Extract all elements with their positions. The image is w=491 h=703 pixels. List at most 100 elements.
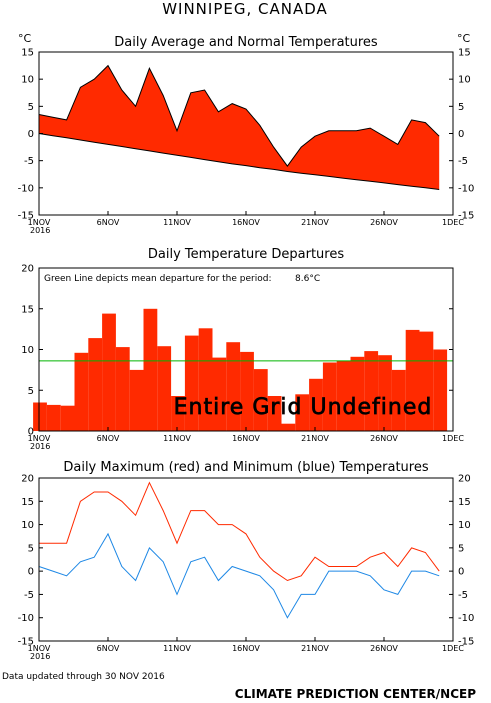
chart2-xtick-label: 11NOV <box>163 434 191 443</box>
chart3-ytick-label-right: -10 <box>458 613 474 624</box>
departure-bar <box>88 338 103 431</box>
chart3-xtick-label: 1NOV <box>28 644 51 653</box>
chart3-year-label: 2016 <box>30 652 50 661</box>
chart2-ytick-label-left: 5 <box>28 386 34 397</box>
chart1-ytick-label-left: -5 <box>24 156 34 167</box>
departure-bar <box>33 402 47 431</box>
departure-bar <box>419 331 434 431</box>
chart2-xtick-label: 1NOV <box>28 434 51 443</box>
chart3-ytick-label-right: 15 <box>458 497 471 508</box>
normal-temperature-line <box>38 133 440 190</box>
chart1-ytick-label-right: 15 <box>458 48 471 59</box>
departure-bar <box>281 423 296 431</box>
departures-chart: Green Line depicts mean departure for th… <box>21 264 464 452</box>
departure-bar <box>336 360 351 431</box>
mean-departure-note: Green Line depicts mean departure for th… <box>44 274 272 284</box>
departure-bar <box>74 352 89 431</box>
chart1-ytick-label-right: 5 <box>458 102 464 113</box>
chart2-year-label: 2016 <box>30 442 50 451</box>
chart3-ytick-label-right: 20 <box>458 474 471 485</box>
departure-bar <box>322 362 337 431</box>
chart1-xtick-label: 11NOV <box>163 218 191 227</box>
chart1-ytick-label-left: 0 <box>28 129 34 140</box>
chart3-xtick-label: 26NOV <box>370 644 398 653</box>
chart1-ytick-label-right: 10 <box>458 75 471 86</box>
departure-bar <box>171 396 185 431</box>
page-title: WINNIPEG, CANADA <box>162 0 328 18</box>
chart2-ytick-label-left: 20 <box>21 264 34 275</box>
average-temperature-line <box>38 64 440 167</box>
chart2-xtick-label: 21NOV <box>301 434 329 443</box>
chart3-xtick-label: 11NOV <box>163 644 191 653</box>
chart3-xtick-label: 1DEC <box>442 644 464 653</box>
average-normal-fill-area <box>39 65 440 190</box>
departure-bar <box>226 342 241 431</box>
departure-bar <box>240 351 254 431</box>
departure-bar <box>115 347 130 431</box>
mean-departure-value: 8.6°C <box>295 274 320 284</box>
chart1-xtick-label: 1DEC <box>442 218 464 227</box>
chart3-ytick-label-left: 10 <box>21 520 34 531</box>
chart1-ytick-label-right: -10 <box>458 183 474 194</box>
departure-bar <box>184 335 199 431</box>
chart3-ytick-label-right: -15 <box>458 637 474 648</box>
entire-grid-undefined-overlay: Entire Grid Undefined <box>174 395 433 420</box>
chart1-ytick-label-left: 10 <box>21 75 34 86</box>
chart2-xtick-label: 6NOV <box>97 434 120 443</box>
departure-bar <box>157 346 172 431</box>
chart3-xtick-label: 21NOV <box>301 644 329 653</box>
minimum-temperature-line <box>38 532 440 619</box>
chart2-title: Daily Temperature Departures <box>148 247 344 262</box>
footer-cpc-credit: CLIMATE PREDICTION CENTER/NCEP <box>235 687 476 701</box>
unit-left-label: °C <box>18 32 32 45</box>
chart2-ytick-label-left: 0 <box>28 427 34 438</box>
chart1-ytick-label-left: 5 <box>28 102 34 113</box>
departure-bar <box>267 396 282 431</box>
chart1-ytick-label-right: 0 <box>458 129 464 140</box>
chart3-ytick-label-right: 0 <box>458 567 464 578</box>
departure-bar <box>295 394 310 431</box>
chart1-xtick-label: 6NOV <box>97 218 120 227</box>
departure-bar <box>198 328 213 431</box>
chart1-ytick-label-right: -5 <box>458 156 468 167</box>
departure-bar <box>433 349 448 431</box>
maximum-temperature-line <box>39 481 440 582</box>
chart2-xtick-label: 1DEC <box>442 434 464 443</box>
chart1-xtick-label: 26NOV <box>370 218 398 227</box>
max-min-chart: -15 -15 -10 -10 -5 -5 0 0 5 5 10 10 15 15 20 20 1NOV 6NOV… <box>18 474 475 662</box>
chart3-ytick-label-left: -15 <box>18 637 34 648</box>
departure-bar <box>253 369 268 431</box>
departure-bar <box>364 351 379 431</box>
chart2-ytick-label-left: 10 <box>21 345 34 356</box>
chart1-year-label: 2016 <box>30 226 50 235</box>
chart3-ytick-label-right: 10 <box>458 520 471 531</box>
departure-bar <box>143 308 158 432</box>
chart3-ytick-label-left: -5 <box>24 590 34 601</box>
departure-bar <box>212 357 227 431</box>
chart3-xtick-label: 16NOV <box>232 644 260 653</box>
chart3-ytick-label-left: 0 <box>28 567 34 578</box>
chart1-ytick-label-left: -15 <box>18 211 34 222</box>
departure-bar <box>391 369 406 431</box>
chart1-ytick-label-left: 15 <box>21 48 34 59</box>
chart3-ytick-label-left: 15 <box>21 497 34 508</box>
chart3-ytick-label-right: 5 <box>458 543 464 554</box>
chart3-ytick-label-left: 5 <box>28 543 34 554</box>
chart3-title: Daily Maximum (red) and Minimum (blue) T… <box>63 460 428 475</box>
chart2-ytick-label-left: 15 <box>21 304 34 315</box>
departure-bar <box>129 369 144 431</box>
departure-bar <box>309 378 323 431</box>
departure-bar <box>405 329 420 431</box>
departure-bar <box>60 405 75 431</box>
chart1-title: Daily Average and Normal Temperatures <box>114 35 378 50</box>
departure-bar <box>378 355 392 431</box>
average-normal-chart: -15 -15 -10 -10 -5 -5 0 0 5 5 10 10 15 15 1NOV 6NOV 11NO… <box>18 48 475 236</box>
chart1-xtick-label: 1NOV <box>28 218 51 227</box>
footer-data-updated: Data updated through 30 NOV 2016 <box>2 672 165 682</box>
chart2-xtick-label: 26NOV <box>370 434 398 443</box>
chart1-xtick-label: 16NOV <box>232 218 260 227</box>
departure-bar <box>102 313 116 431</box>
departure-bar <box>46 404 61 431</box>
chart3-ytick-label-right: -5 <box>458 590 468 601</box>
